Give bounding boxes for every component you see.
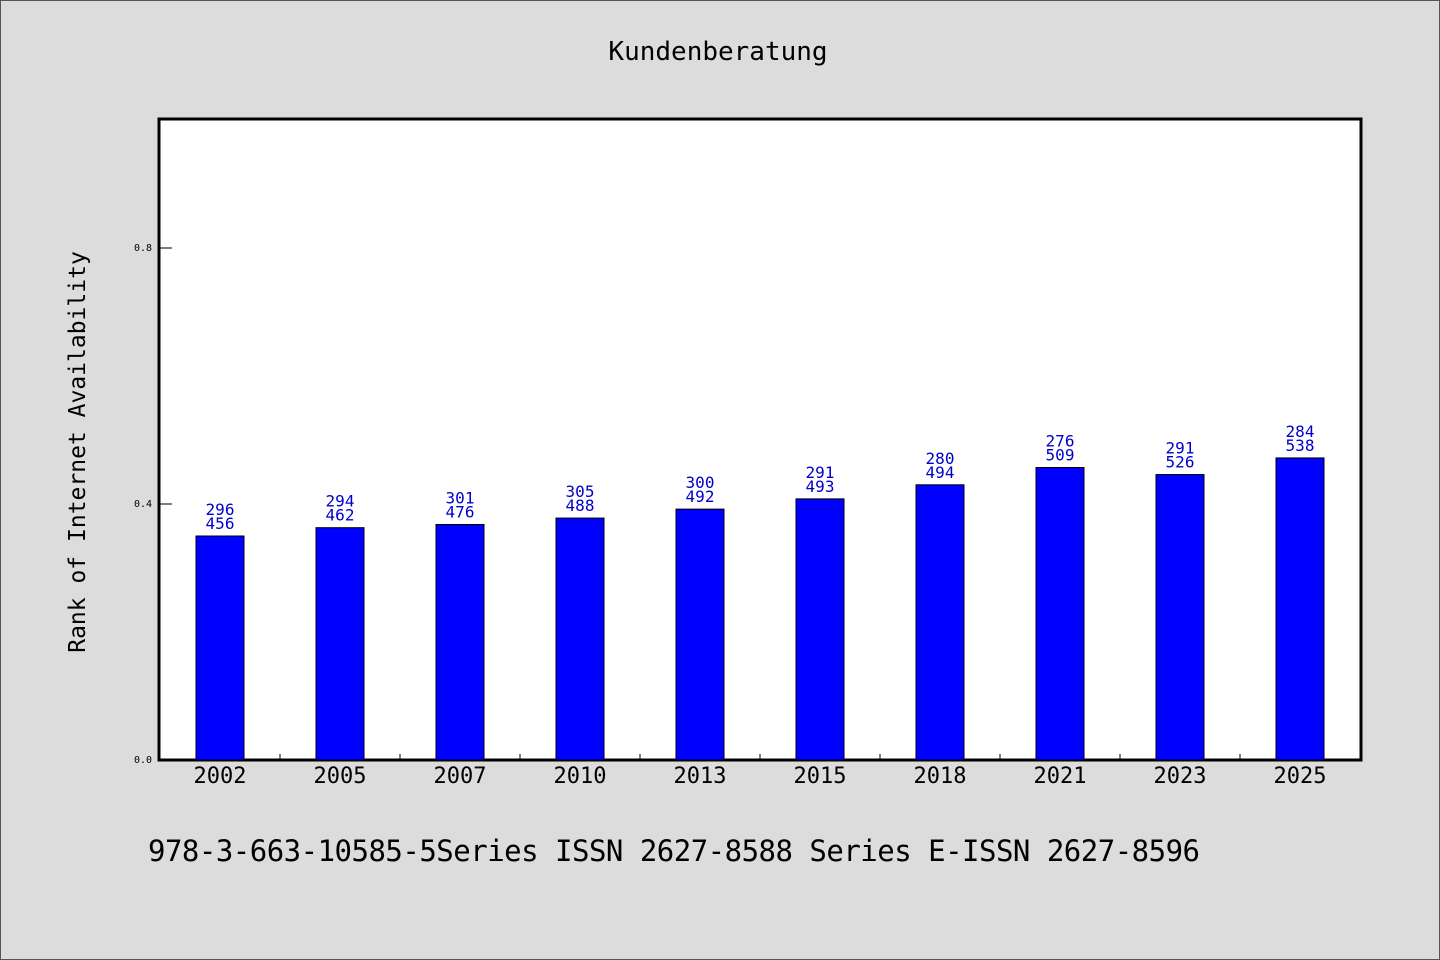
x-tick-label: 2023 <box>1154 764 1207 789</box>
bar-data-label-bottom: 462 <box>326 506 355 525</box>
bar <box>195 535 245 761</box>
bar <box>795 498 845 761</box>
x-tick-label: 2010 <box>554 764 607 789</box>
bar-data-label-top: 280 <box>926 449 955 468</box>
bar-data-label-bottom: 493 <box>806 477 835 496</box>
bar-data-label-bottom: 538 <box>1286 436 1315 455</box>
y-tick-label: 0.4 <box>134 499 152 510</box>
bar-data-label-bottom: 476 <box>446 502 475 521</box>
bar-data-label-bottom: 492 <box>686 487 715 506</box>
footnote-text: 978-3-663-10585-5Series ISSN 2627-8588 S… <box>148 834 1200 868</box>
bar <box>1155 474 1205 761</box>
bar <box>1275 457 1325 761</box>
bar <box>315 527 365 761</box>
bar-data-label-bottom: 526 <box>1166 453 1195 472</box>
x-tick-label: 2013 <box>674 764 727 789</box>
chart-title: Kundenberatung <box>608 37 827 67</box>
x-tick-label: 2007 <box>434 764 487 789</box>
x-tick-label: 2021 <box>1034 764 1087 789</box>
bar-data-label-top: 294 <box>326 492 355 511</box>
bar-data-label-top: 300 <box>686 473 715 492</box>
bar-data-label-bottom: 488 <box>566 496 595 515</box>
bar-data-label-bottom: 509 <box>1046 446 1075 465</box>
bar-data-label-top: 301 <box>446 488 475 507</box>
bar-data-label-bottom: 456 <box>206 514 235 533</box>
x-axis-ticks: 2002 2005 2007 2010 2013 2015 2018 2021 2023 2025 <box>194 754 1327 789</box>
bar <box>435 523 485 761</box>
y-axis-ticks: 0.0 0.4 0.8 <box>134 243 172 766</box>
bar-data-label-top: 296 <box>206 500 235 519</box>
bar-data-label-top: 276 <box>1046 432 1075 451</box>
x-tick-label: 2018 <box>914 764 967 789</box>
x-tick-label: 2025 <box>1274 764 1327 789</box>
bar-series: 2964562944623014763054883004922914932804… <box>195 422 1325 761</box>
bar-data-label-top: 284 <box>1286 422 1315 441</box>
y-tick-label: 0.8 <box>134 243 152 254</box>
bar <box>915 484 965 761</box>
x-tick-label: 2005 <box>314 764 367 789</box>
bar-data-label-top: 291 <box>1166 439 1195 458</box>
bar-data-label-bottom: 494 <box>926 463 955 482</box>
bar <box>555 517 605 761</box>
x-tick-label: 2002 <box>194 764 247 789</box>
x-tick-label: 2015 <box>794 764 847 789</box>
bar <box>675 508 725 761</box>
y-tick-label: 0.0 <box>134 755 152 766</box>
bar-data-label-top: 291 <box>806 463 835 482</box>
bar-data-label-top: 305 <box>566 482 595 501</box>
bar <box>1035 467 1085 761</box>
y-axis-label: Rank of Internet Availability <box>65 251 91 653</box>
